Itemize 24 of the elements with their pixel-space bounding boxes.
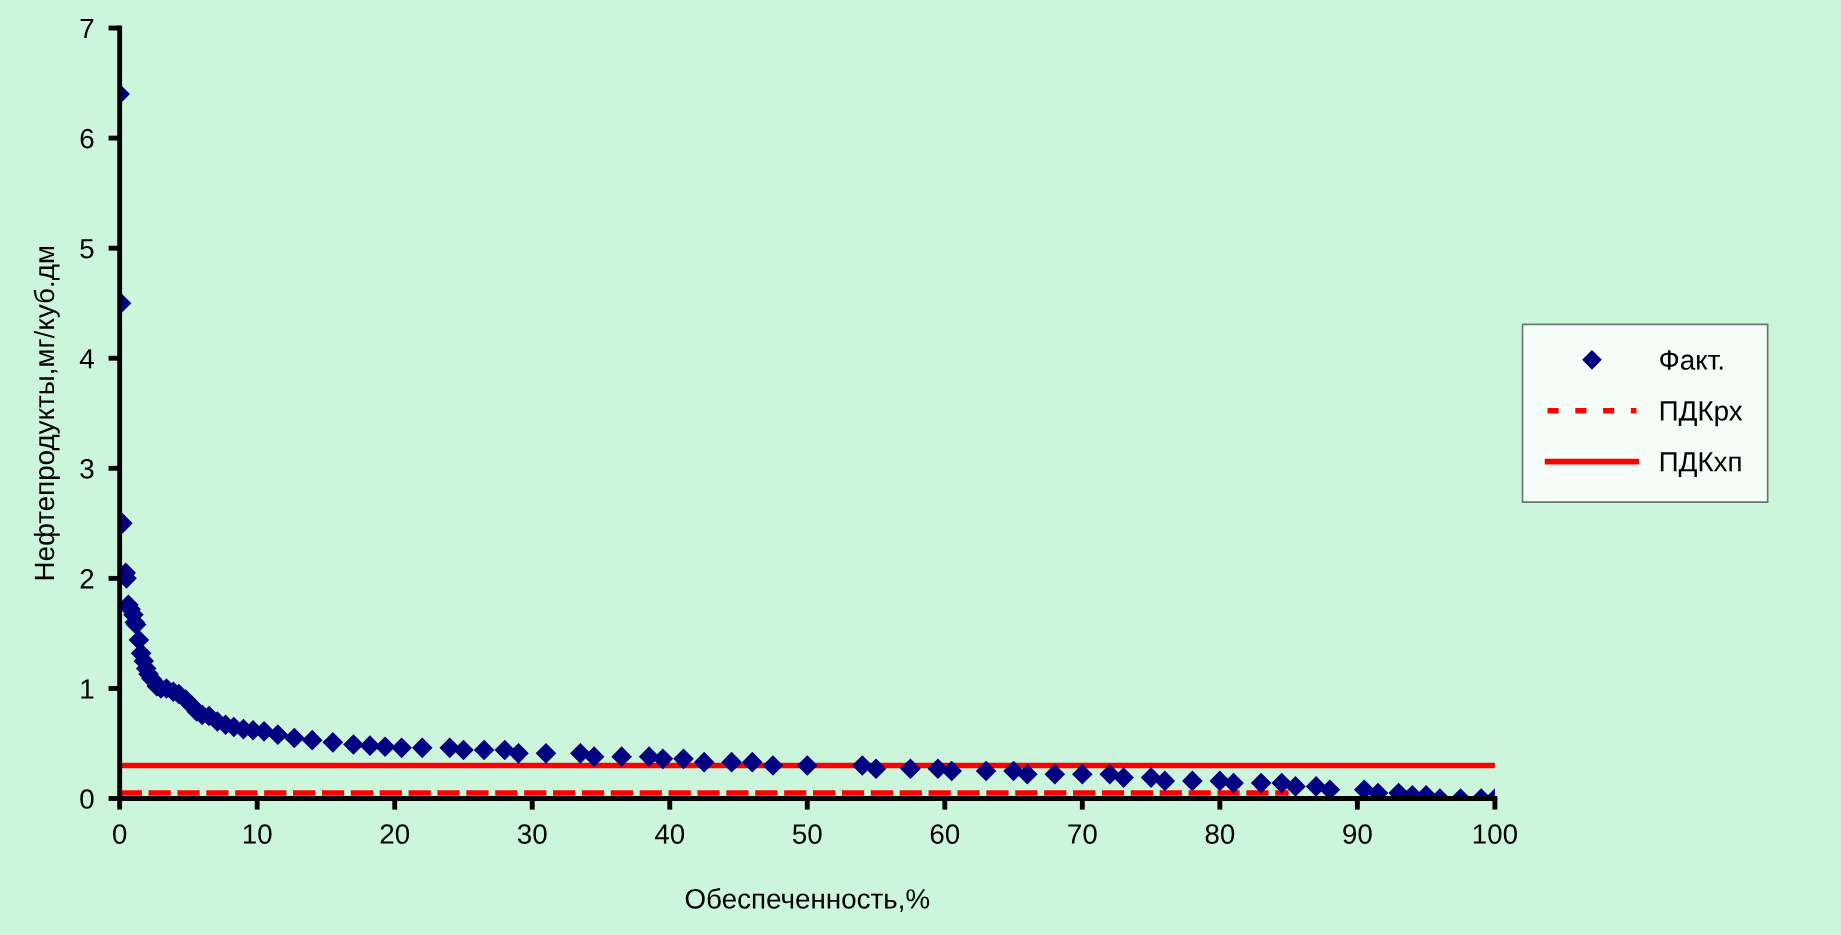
y-tick-label: 6 [80, 128, 94, 149]
y-tick-label: 3 [80, 458, 94, 479]
x-tick-label: 0 [113, 824, 127, 844]
y-axis-title: Нефтепродукты,мг/куб.дм [33, 246, 60, 580]
x-tick-label: 50 [792, 824, 822, 844]
x-tick-label: 40 [654, 824, 685, 844]
x-tick-label: 100 [1473, 824, 1517, 844]
x-tick-label: 10 [243, 824, 272, 844]
x-tick-label: 90 [1343, 824, 1372, 844]
x-tick-label: 20 [380, 824, 410, 844]
legend-label: ПДКрх [1660, 401, 1743, 427]
y-tick-label: 2 [80, 569, 94, 589]
y-tick-label: 5 [80, 239, 94, 259]
y-tick-label: 1 [81, 679, 94, 699]
y-tick-label: 7 [80, 19, 94, 39]
x-tick-label: 70 [1068, 824, 1097, 844]
x-tick-label: 30 [517, 824, 547, 844]
x-tick-label: 80 [1205, 824, 1235, 844]
x-axis-title: Обеспеченность,% [685, 888, 930, 912]
y-tick-label: 4 [79, 349, 94, 369]
y-tick-label: 0 [80, 789, 94, 809]
legend-label: Факт. [1660, 350, 1723, 370]
legend-label: ПДКхп [1660, 452, 1741, 477]
x-tick-label: 60 [930, 824, 960, 844]
